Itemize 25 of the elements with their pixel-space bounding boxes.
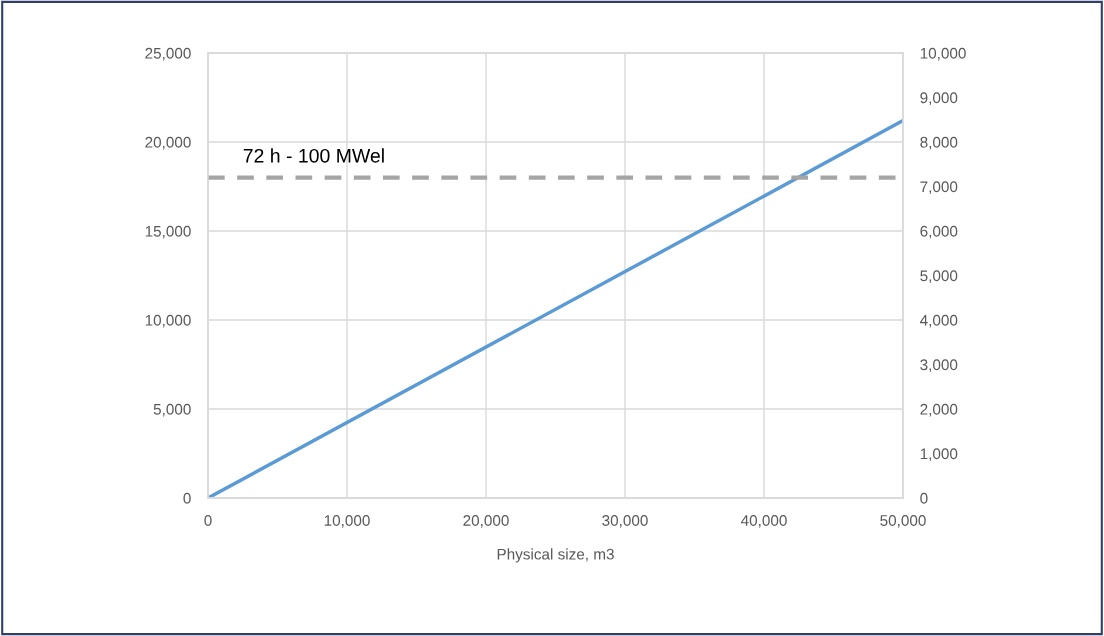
y2-tick-label: 8,000	[920, 136, 958, 150]
y2-tick-label: 9,000	[920, 92, 958, 105]
y2-tick-label: 3,000	[920, 359, 958, 372]
y-tick-label: 5,000	[153, 403, 191, 417]
y-tick-label: 0	[183, 492, 191, 504]
y-tick-label: 20,000	[145, 136, 191, 150]
x-tick-label: 40,000	[740, 515, 787, 528]
x-tick-label: 0	[204, 515, 212, 526]
x-axis-title: Physical size, m3	[497, 548, 614, 563]
ref-line-label: 72 h - 100 MWel	[243, 148, 384, 163]
x-tick-label: 50,000	[880, 515, 926, 528]
y-tick-label: 15,000	[145, 225, 191, 239]
x-tick-label: 30,000	[602, 515, 648, 528]
y2-tick-label: 5,000	[920, 270, 958, 283]
y2-tick-label: 4,000	[920, 314, 958, 328]
y-tick-label: 10,000	[145, 314, 191, 328]
y2-tick-label: 0	[920, 492, 928, 504]
y2-tick-label: 1,000	[920, 448, 958, 461]
y-tick-label: 25,000	[145, 47, 191, 61]
x-tick-label: 10,000	[324, 515, 370, 528]
y2-tick-label: 6,000	[920, 225, 958, 239]
y2-tick-label: 2,000	[920, 403, 958, 417]
y2-tick-label: 7,000	[920, 181, 958, 194]
y2-tick-label: 10,000	[920, 47, 966, 61]
x-tick-label: 20,000	[463, 515, 509, 528]
